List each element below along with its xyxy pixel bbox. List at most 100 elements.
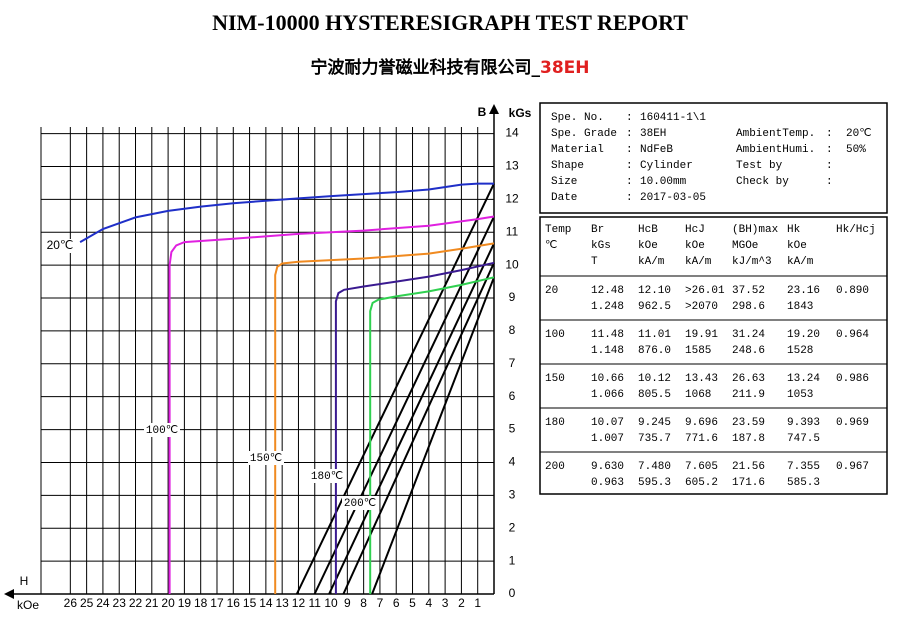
info-label: Date [551,192,577,204]
table-header: ℃ [545,240,557,252]
table-cell: 0.986 [836,373,869,385]
y-tick-label: 13 [505,159,519,173]
table-cell: 13.24 [787,373,820,385]
report-title: NIM-10000 HYSTERESIGRAPH TEST REPORT [212,10,688,35]
curve-label: 20℃ [47,238,74,252]
x-tick-label: 21 [145,596,159,610]
curve-label-bg [248,451,284,465]
x-tick-label: 9 [344,596,351,610]
info-label: Test by [736,160,783,172]
info-label: AmbientHumi. [736,144,815,156]
table-cell: 100 [545,329,565,341]
table-cell: 10.12 [638,373,671,385]
table-cell: 10.66 [591,373,624,385]
table-cell: 171.6 [732,477,765,489]
normal-curve [313,216,495,595]
table-header: kOe [787,240,807,252]
table-header: kOe [638,240,658,252]
intrinsic-curve [168,215,495,594]
x-tick-label: 4 [425,596,432,610]
table-cell: 10.07 [591,417,624,429]
x-axis-label: H [20,574,29,588]
y-tick-label: 12 [505,192,519,206]
table-cell: 1585 [685,345,711,357]
x-tick-label: 15 [243,596,257,610]
x-arrow [4,589,14,599]
x-tick-label: 24 [96,596,110,610]
table-cell: 747.5 [787,433,820,445]
table-cell: 21.56 [732,461,765,473]
table-cell: 735.7 [638,433,671,445]
grade: 38EH [540,58,590,78]
x-tick-label: 13 [275,596,289,610]
x-tick-label: 7 [377,596,384,610]
y-arrow [489,104,499,114]
curve-label-bg [342,496,378,510]
y-tick-label: 10 [505,257,519,271]
normal-curve [371,276,495,595]
table-header: Hk [787,224,801,236]
table-header: kA/m [685,256,712,268]
info-separator: : [626,176,633,188]
x-tick-label: 18 [194,596,208,610]
y-tick-label: 7 [509,356,516,370]
table-cell: 180 [545,417,565,429]
table-cell: 9.393 [787,417,820,429]
y-tick-label: 14 [505,126,519,140]
x-tick-label: 11 [309,596,322,610]
table-cell: 1.066 [591,389,624,401]
table-cell: 1.248 [591,301,624,313]
table-cell: 9.696 [685,417,718,429]
info-value: 2017-03-05 [640,192,706,204]
table-header: kA/m [787,256,814,268]
table-header: kJ/m^3 [732,256,772,268]
table-cell: 9.245 [638,417,671,429]
curve-label: 200℃ [344,498,376,510]
y-tick-label: 9 [509,290,516,304]
table-cell: 150 [545,373,565,385]
table-header: Hk/Hcj [836,224,876,236]
info-separator: : [626,160,633,172]
x-tick-label: 23 [113,596,127,610]
info-label: Spe. Grade [551,128,617,140]
table-cell: 19.91 [685,329,718,341]
table-header: kGs [591,240,611,252]
table-cell: 0.963 [591,477,624,489]
x-tick-label: 12 [292,596,306,610]
table-cell: 23.16 [787,285,820,297]
table-cell: 0.964 [836,329,869,341]
y-tick-label: 2 [509,520,516,534]
x-tick-label: 17 [210,596,224,610]
table-cell: 876.0 [638,345,671,357]
table-cell: 26.63 [732,373,765,385]
x-tick-label: 26 [64,596,78,610]
curve-label: 100℃ [146,425,178,437]
x-tick-label: 1 [474,596,481,610]
x-tick-label: 10 [324,596,338,610]
table-cell: 7.480 [638,461,671,473]
y-tick-label: 1 [509,553,516,567]
table-cell: 31.24 [732,329,765,341]
table-cell: 0.967 [836,461,869,473]
x-tick-label: 25 [80,596,94,610]
x-tick-label: 19 [178,596,192,610]
info-label: Spe. No. [551,112,604,124]
table-cell: 187.8 [732,433,765,445]
curve-label-bg [42,239,78,253]
table-cell: >26.01 [685,285,725,297]
table-cell: 298.6 [732,301,765,313]
table-cell: 11.01 [638,329,671,341]
table-cell: 1843 [787,301,813,313]
table-cell: 200 [545,461,565,473]
table-header: (BH)max [732,224,779,236]
table-cell: 13.43 [685,373,718,385]
table-cell: 805.5 [638,389,671,401]
x-tick-label: 22 [129,596,143,610]
info-value: 10.00mm [640,176,687,188]
table-header: Br [591,224,604,236]
table-cell: 9.630 [591,461,624,473]
table-cell: 0.969 [836,417,869,429]
x-tick-label: 2 [458,596,465,610]
info-separator: : [826,128,833,140]
info-box [539,102,888,214]
